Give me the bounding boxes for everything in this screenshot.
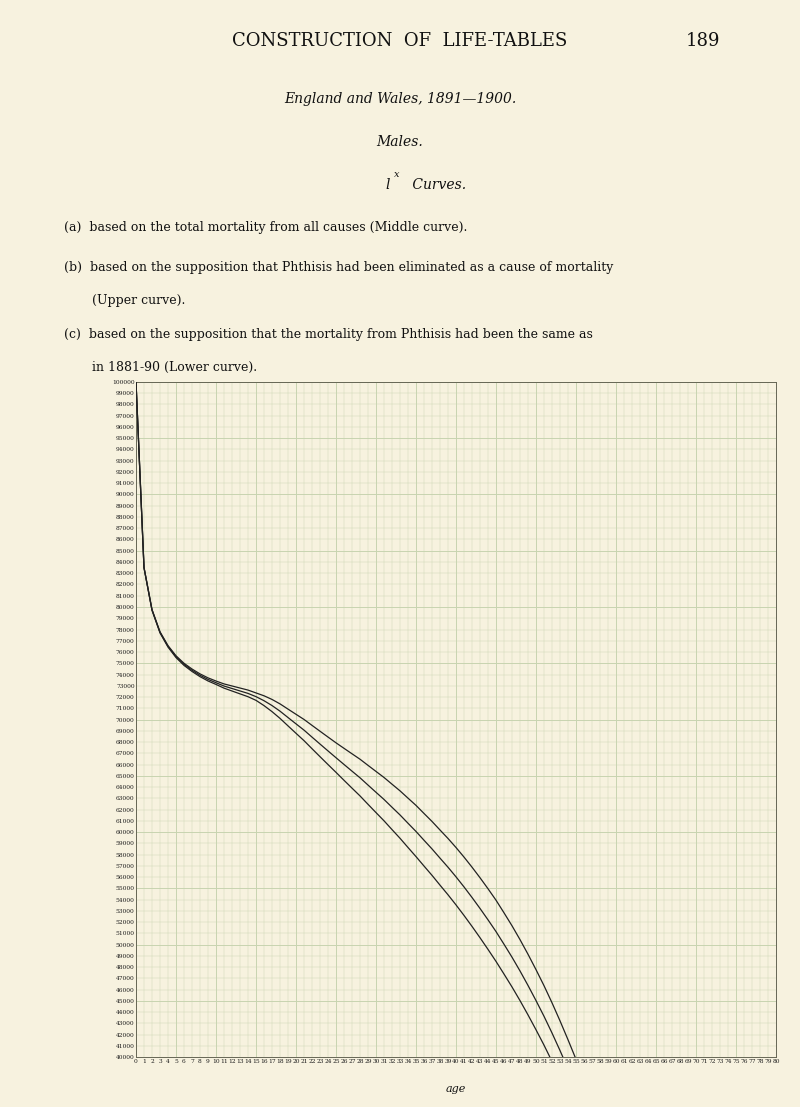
Text: (b)  based on the supposition that Phthisis had been eliminated as a cause of mo: (b) based on the supposition that Phthis… [64,261,614,275]
Text: (c)  based on the supposition that the mortality from Phthisis had been the same: (c) based on the supposition that the mo… [64,328,593,341]
Text: (Upper curve).: (Upper curve). [64,294,186,308]
Text: 189: 189 [686,32,720,50]
Text: x: x [394,169,399,179]
Text: England and Wales, 1891—1900.: England and Wales, 1891—1900. [284,92,516,106]
Text: Males.: Males. [377,135,423,149]
Text: l: l [386,178,390,193]
Text: in 1881-90 (Lower curve).: in 1881-90 (Lower curve). [64,361,257,374]
Text: CONSTRUCTION  OF  LIFE-TABLES: CONSTRUCTION OF LIFE-TABLES [232,32,568,50]
Text: age: age [446,1084,466,1094]
Text: (a)  based on the total mortality from all causes (Middle curve).: (a) based on the total mortality from al… [64,221,467,235]
Text: Curves.: Curves. [408,178,466,193]
